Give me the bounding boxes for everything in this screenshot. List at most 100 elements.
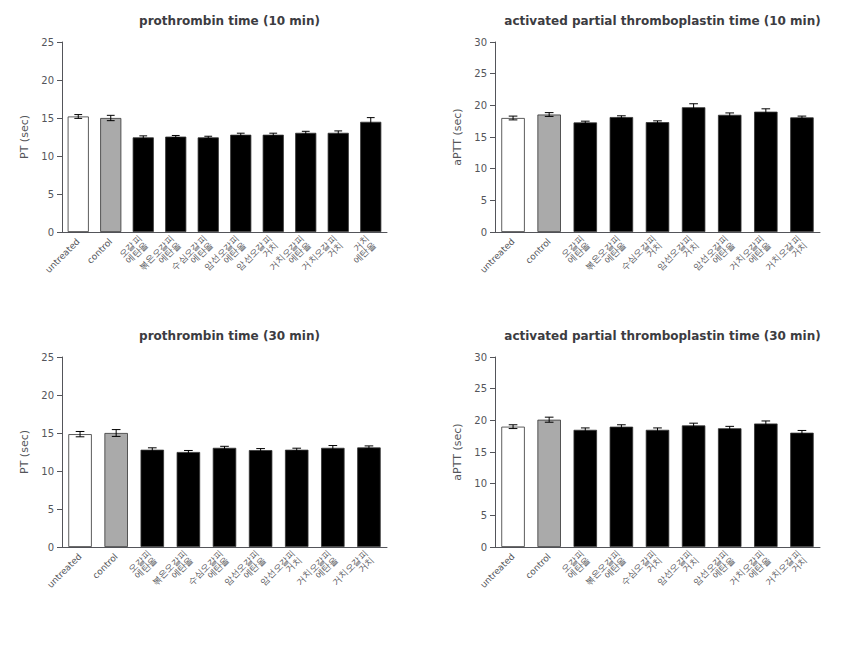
svg-text:에탄올: 에탄올 <box>132 554 159 581</box>
svg-text:오갈피: 오갈피 <box>559 548 586 575</box>
svg-text:control: control <box>91 551 120 580</box>
svg-text:0: 0 <box>48 542 54 553</box>
svg-text:거치: 거치 <box>681 240 701 260</box>
svg-text:5: 5 <box>481 195 487 206</box>
svg-text:30: 30 <box>474 37 487 48</box>
svg-text:control: control <box>524 236 553 265</box>
svg-text:에탄올: 에탄올 <box>710 239 737 266</box>
svg-text:암선오갈피: 암선오갈피 <box>258 548 298 588</box>
svg-text:에탄올: 에탄올 <box>710 554 737 581</box>
svg-text:5: 5 <box>48 504 54 515</box>
svg-text:PT (sec): PT (sec) <box>18 430 31 474</box>
svg-text:15: 15 <box>41 428 54 439</box>
svg-text:PT (sec): PT (sec) <box>18 115 31 159</box>
svg-text:0: 0 <box>481 542 487 553</box>
svg-text:에탄올: 에탄올 <box>168 554 196 581</box>
svg-text:10: 10 <box>41 466 54 477</box>
svg-text:0: 0 <box>48 227 54 238</box>
svg-text:거치: 거치 <box>681 555 701 575</box>
svg-text:암선오갈피: 암선오갈피 <box>691 548 731 588</box>
svg-text:암선오갈피: 암선오갈피 <box>234 233 274 273</box>
svg-text:에탄올: 에탄올 <box>156 239 183 266</box>
svg-text:5: 5 <box>481 510 487 521</box>
svg-text:에탄올: 에탄올 <box>565 554 592 581</box>
svg-text:20: 20 <box>474 415 487 426</box>
svg-text:0: 0 <box>481 227 487 238</box>
svg-text:에탄올: 에탄올 <box>746 239 773 266</box>
svg-text:에탄올: 에탄올 <box>241 554 268 581</box>
svg-text:거치오갈피: 거치오갈피 <box>727 233 767 273</box>
svg-text:에탄올: 에탄올 <box>286 239 313 266</box>
svg-text:에탄올: 에탄올 <box>313 554 340 581</box>
svg-text:오갈피: 오갈피 <box>126 548 153 575</box>
svg-text:15: 15 <box>474 447 487 458</box>
svg-text:에탄올: 에탄올 <box>123 239 150 266</box>
svg-text:거치오갈피: 거치오갈피 <box>763 233 803 273</box>
svg-text:20: 20 <box>474 100 487 111</box>
svg-text:오갈피: 오갈피 <box>117 233 144 260</box>
svg-text:거치: 거치 <box>284 555 304 575</box>
svg-text:aPTT (sec): aPTT (sec) <box>451 108 464 165</box>
svg-text:암선오갈피: 암선오갈피 <box>222 548 261 588</box>
svg-text:볶은오갈피: 볶은오갈피 <box>149 548 189 588</box>
svg-text:거치오갈피: 거치오갈피 <box>267 233 307 273</box>
svg-text:수심오갈피: 수심오갈피 <box>619 548 658 588</box>
svg-text:거치: 거치 <box>351 233 372 254</box>
svg-text:수심오갈피: 수심오갈피 <box>619 233 658 273</box>
svg-text:untreated: untreated <box>478 236 516 274</box>
svg-text:에탄올: 에탄올 <box>746 554 773 581</box>
svg-text:거치오갈피: 거치오갈피 <box>727 548 767 588</box>
svg-text:에탄올: 에탄올 <box>221 239 248 266</box>
svg-text:10: 10 <box>474 163 487 174</box>
svg-text:에탄올: 에탄올 <box>601 239 629 266</box>
svg-text:에탄올: 에탄올 <box>565 239 592 266</box>
svg-text:거치: 거치 <box>356 555 376 575</box>
svg-text:aPTT (sec): aPTT (sec) <box>451 423 464 480</box>
svg-text:거치: 거치 <box>260 239 280 260</box>
svg-text:untreated: untreated <box>43 236 81 274</box>
svg-text:5: 5 <box>48 189 54 200</box>
svg-text:25: 25 <box>474 383 487 394</box>
svg-text:prothrombin time (30 min): prothrombin time (30 min) <box>139 329 320 343</box>
svg-text:에탄올: 에탄올 <box>601 554 629 581</box>
svg-text:에탄올: 에탄올 <box>188 239 215 266</box>
svg-text:암선오갈피: 암선오갈피 <box>655 548 694 588</box>
svg-text:25: 25 <box>41 37 54 48</box>
svg-text:암선오갈피: 암선오갈피 <box>202 233 242 273</box>
svg-text:거치: 거치 <box>789 240 809 260</box>
svg-text:untreated: untreated <box>45 551 83 589</box>
svg-text:15: 15 <box>41 113 54 124</box>
svg-text:거치오갈피: 거치오갈피 <box>299 233 339 273</box>
svg-text:10: 10 <box>41 151 54 162</box>
svg-text:activated partial thromboplast: activated partial thromboplastin time (1… <box>504 14 820 28</box>
svg-text:수심오갈피: 수심오갈피 <box>186 548 225 588</box>
svg-text:거치오갈피: 거치오갈피 <box>763 548 803 588</box>
svg-text:10: 10 <box>474 478 487 489</box>
svg-text:수심오갈피: 수심오갈피 <box>169 233 209 273</box>
svg-text:거치: 거치 <box>644 240 664 260</box>
svg-text:20: 20 <box>41 75 54 86</box>
svg-text:untreated: untreated <box>478 551 516 589</box>
svg-text:25: 25 <box>474 68 487 79</box>
svg-text:control: control <box>524 551 553 580</box>
svg-text:거치: 거치 <box>325 240 345 260</box>
svg-text:25: 25 <box>41 352 54 363</box>
svg-text:control: control <box>85 236 114 265</box>
svg-text:암선오갈피: 암선오갈피 <box>691 233 731 273</box>
svg-text:15: 15 <box>474 132 487 143</box>
svg-text:오갈피: 오갈피 <box>559 233 586 260</box>
svg-text:볶은오갈피: 볶은오갈피 <box>582 233 622 273</box>
svg-text:거치오갈피: 거치오갈피 <box>330 548 370 588</box>
svg-text:에탄올: 에탄올 <box>351 240 377 266</box>
svg-text:20: 20 <box>41 390 54 401</box>
svg-text:30: 30 <box>474 352 487 363</box>
svg-text:거치: 거치 <box>644 555 664 575</box>
svg-text:에탄올: 에탄올 <box>205 554 232 581</box>
svg-text:prothrombin time (10 min): prothrombin time (10 min) <box>139 14 320 28</box>
svg-text:볶은오갈피: 볶은오갈피 <box>582 548 622 588</box>
svg-text:볶은오갈피: 볶은오갈피 <box>137 233 177 273</box>
svg-text:거치: 거치 <box>789 555 809 575</box>
svg-text:암선오갈피: 암선오갈피 <box>655 233 694 273</box>
svg-text:activated partial thromboplast: activated partial thromboplastin time (3… <box>504 329 820 343</box>
svg-text:거치오갈피: 거치오갈피 <box>294 548 334 588</box>
